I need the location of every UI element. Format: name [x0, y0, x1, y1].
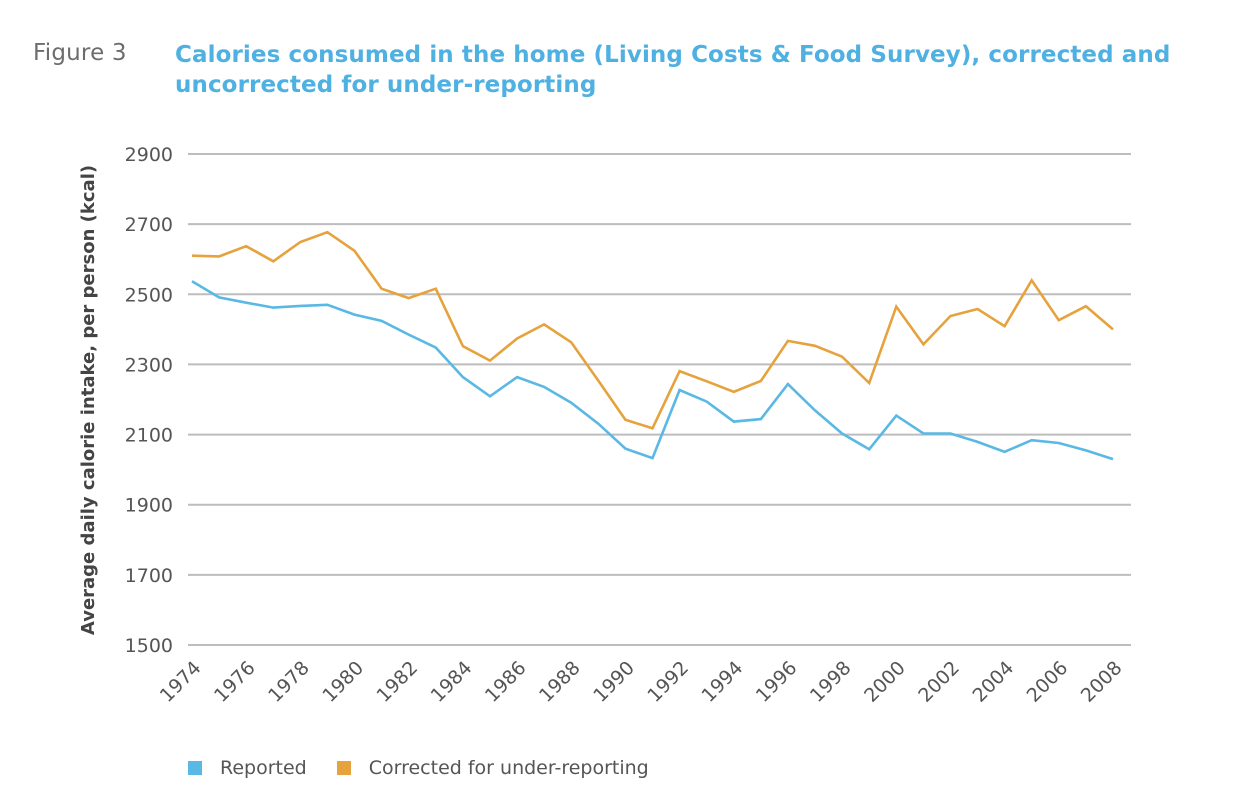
x-axis-ticks: 1974 1976 1978 1980 1982 1984 1986 1988 1990 1992…: [156, 657, 1127, 707]
legend-item-reported: Reported: [188, 757, 307, 779]
x-tick-label-2002: 2002: [914, 657, 964, 707]
legend: Reported Corrected for under-reporting: [188, 757, 679, 779]
legend-swatch-corrected: [336, 761, 351, 775]
legend-swatch-reported: [188, 761, 202, 775]
legend-label-corrected: Corrected for under-reporting: [368, 757, 649, 779]
x-tick-label-2008: 2008: [1077, 657, 1127, 707]
figure-title-line-1: Calories consumed in the home (Living Co…: [175, 42, 1171, 68]
x-tick-label-1992: 1992: [643, 657, 693, 707]
series-lines: [191, 230, 1114, 461]
x-tick-label-1984: 1984: [427, 657, 477, 707]
y-tick-label-2700: 2700: [125, 214, 173, 236]
y-tick-label-2900: 2900: [125, 144, 173, 166]
y-axis-title: Average daily calorie intake, per person…: [78, 165, 99, 635]
x-tick-label-1978: 1978: [264, 657, 314, 707]
figure-label: Figure 3: [33, 40, 127, 66]
legend-label-reported: Reported: [220, 757, 307, 779]
series-line-corrected: [191, 230, 1114, 430]
y-tick-label-1700: 1700: [125, 565, 173, 587]
x-tick-label-1990: 1990: [589, 657, 639, 707]
x-tick-label-1998: 1998: [806, 657, 856, 707]
x-tick-label-1996: 1996: [752, 657, 802, 707]
y-tick-label-1500: 1500: [125, 635, 173, 657]
figure-title: Calories consumed in the home (Living Co…: [175, 40, 1175, 100]
y-tick-label-1900: 1900: [125, 495, 173, 517]
x-tick-label-2006: 2006: [1023, 657, 1073, 707]
legend-item-corrected: Corrected for under-reporting: [336, 757, 649, 779]
x-tick-label-1994: 1994: [698, 657, 748, 707]
y-tick-label-2500: 2500: [125, 284, 173, 306]
gridlines: [188, 153, 1131, 646]
x-tick-label-1974: 1974: [156, 657, 206, 707]
figure-title-line-2: uncorrected for under-reporting: [175, 72, 597, 98]
y-axis-ticks: 1500 1700 1900 2100 2300 2500 2700 2900: [125, 144, 173, 657]
x-tick-label-1988: 1988: [535, 657, 585, 707]
x-tick-label-1982: 1982: [372, 657, 422, 707]
x-tick-label-2004: 2004: [968, 657, 1018, 707]
y-tick-label-2300: 2300: [125, 354, 173, 376]
x-tick-label-2000: 2000: [860, 657, 910, 707]
x-tick-label-1976: 1976: [210, 657, 260, 707]
x-tick-label-1980: 1980: [318, 657, 368, 707]
x-tick-label-1986: 1986: [481, 657, 531, 707]
y-tick-label-2100: 2100: [125, 425, 173, 447]
series-line-reported: [191, 280, 1114, 461]
